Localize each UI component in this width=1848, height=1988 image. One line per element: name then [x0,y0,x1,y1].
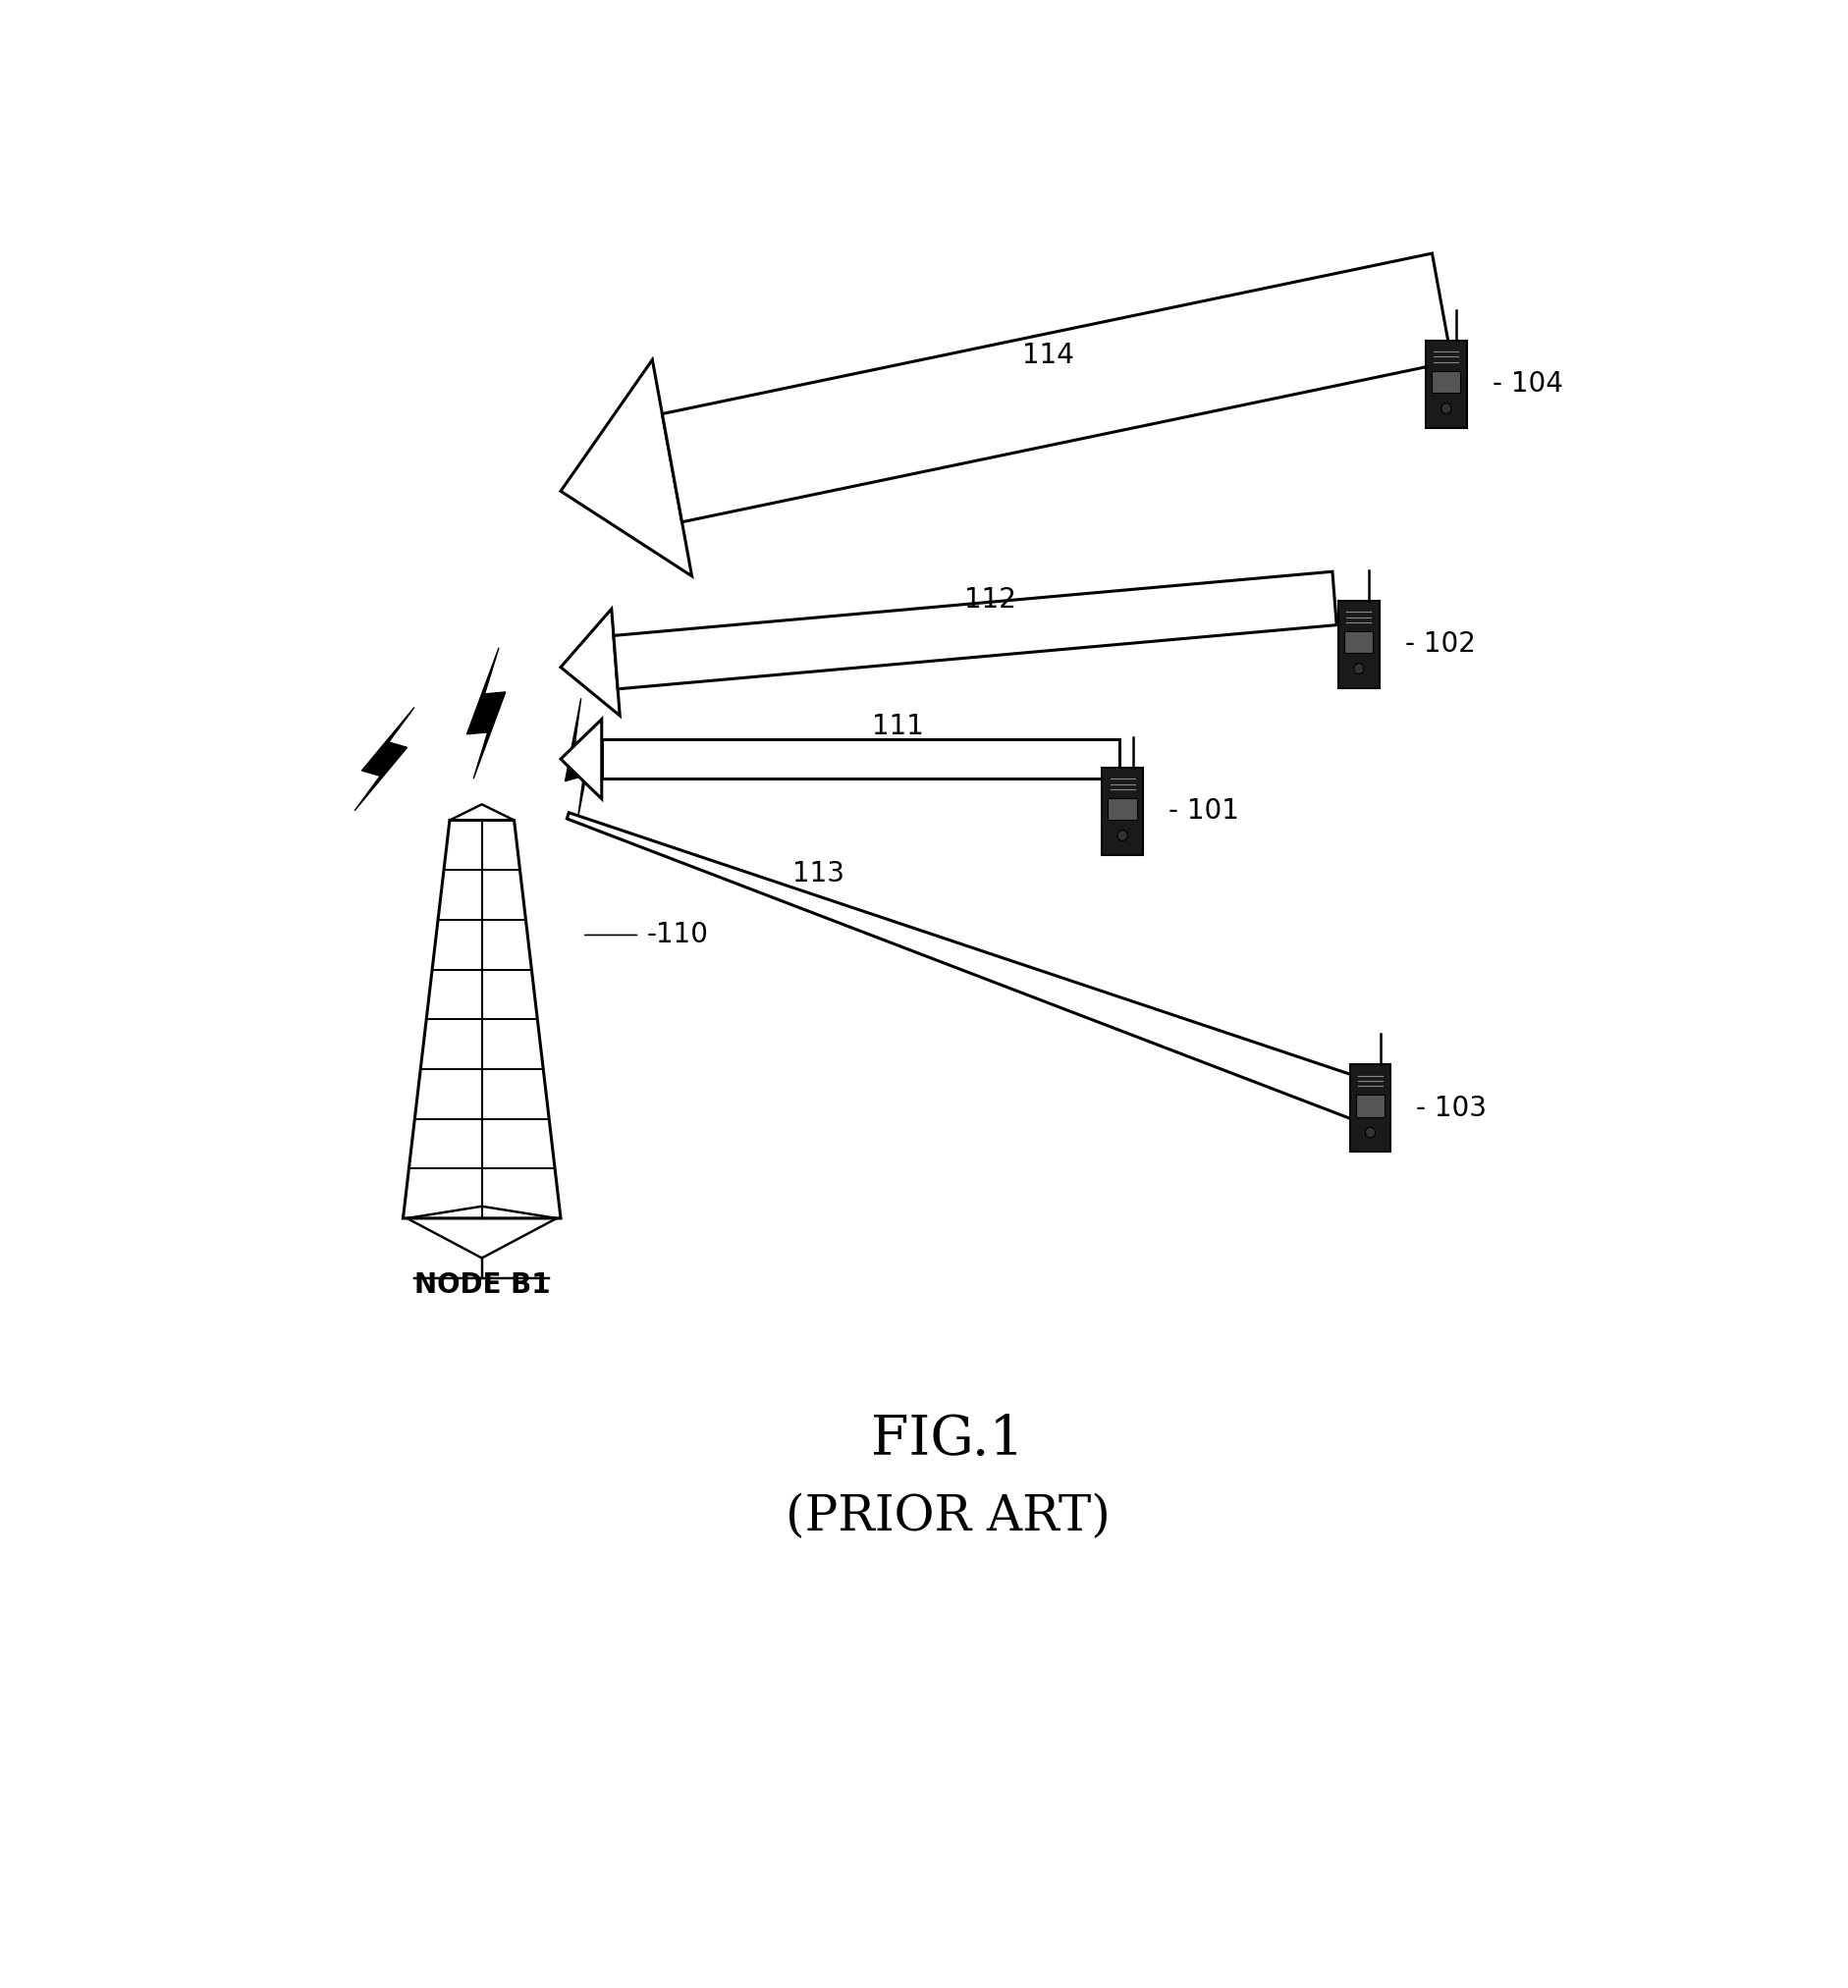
Polygon shape [560,720,601,799]
Circle shape [1441,404,1451,414]
Polygon shape [601,740,1120,779]
Bar [1349,1064,1390,1151]
Circle shape [1353,664,1364,674]
Text: - 103: - 103 [1416,1093,1486,1121]
Polygon shape [565,698,593,819]
Bar [1425,340,1465,427]
Bar [1101,767,1142,855]
Polygon shape [560,360,691,577]
Text: -110: -110 [647,920,708,948]
Bar [1107,797,1137,819]
Polygon shape [355,708,414,811]
Bar [1430,372,1460,394]
Text: 113: 113 [793,861,845,887]
Text: - 104: - 104 [1491,370,1562,398]
Polygon shape [560,608,619,716]
Text: NODE B1: NODE B1 [414,1272,549,1300]
Text: 112: 112 [965,586,1016,614]
Text: (PRIOR ART): (PRIOR ART) [785,1493,1109,1541]
Bar [1343,630,1373,652]
Bar [1338,600,1379,688]
Circle shape [1116,831,1127,841]
Text: 114: 114 [1022,342,1074,368]
Text: - 101: - 101 [1168,797,1238,825]
Polygon shape [468,648,505,779]
Text: FIG.1: FIG.1 [870,1413,1024,1467]
Polygon shape [567,813,1377,1123]
Bar [1355,1095,1384,1117]
Polygon shape [662,252,1451,523]
Polygon shape [614,573,1336,690]
Circle shape [1364,1127,1375,1137]
Text: 111: 111 [870,714,922,742]
Text: - 102: - 102 [1404,630,1475,658]
